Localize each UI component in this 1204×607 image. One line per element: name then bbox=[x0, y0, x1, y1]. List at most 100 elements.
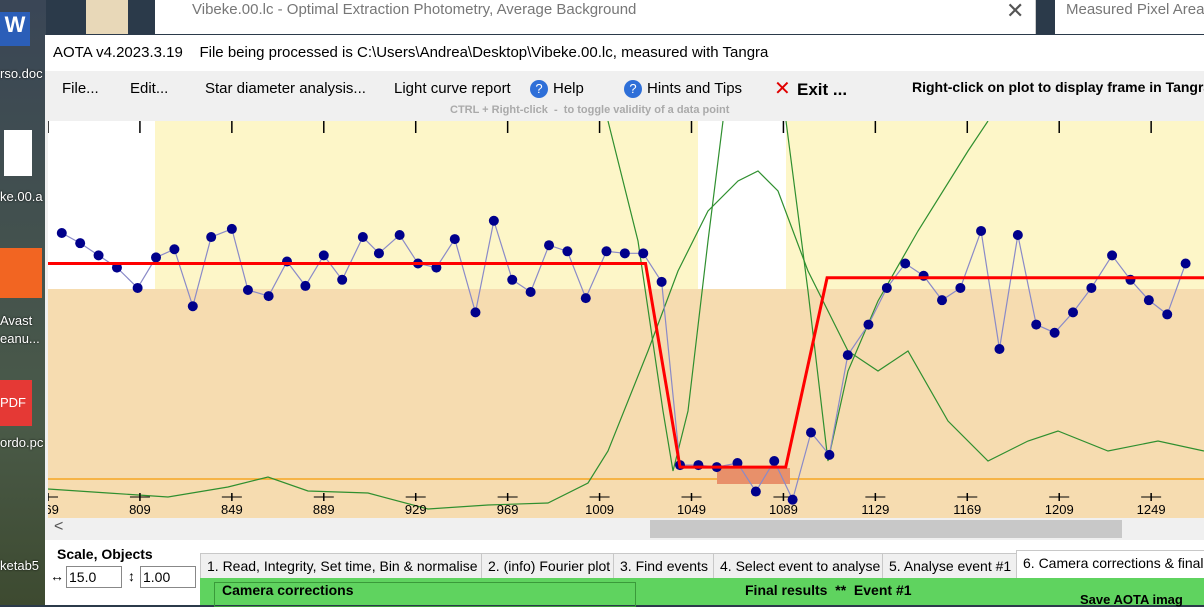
data-point bbox=[863, 319, 874, 330]
plot[interactable]: 769 809 849 889 929 969 1009 1049 1089 1129 1169 12… bbox=[48, 121, 1204, 518]
data-point bbox=[601, 246, 612, 257]
scroll-left[interactable]: < bbox=[54, 518, 64, 535]
x-tick-label: 809 bbox=[129, 502, 151, 517]
tab[interactable]: 5. Analyse event #1 bbox=[882, 553, 1019, 578]
spinner[interactable]: 1.00 bbox=[140, 566, 196, 588]
menu-item[interactable]: File... bbox=[62, 80, 99, 97]
data-point bbox=[242, 284, 253, 295]
scale-label: Scale, Objects bbox=[57, 546, 153, 562]
data-point bbox=[806, 427, 817, 438]
menu-item[interactable]: Hints and Tips bbox=[647, 80, 743, 97]
menu-item[interactable]: Exit ... bbox=[797, 80, 848, 99]
green-curve bbox=[607, 121, 724, 472]
data-point bbox=[470, 307, 481, 318]
data-point bbox=[656, 276, 667, 287]
data-point bbox=[394, 230, 405, 241]
x-tick-label: 1249 bbox=[1137, 502, 1166, 517]
x-tick-label: 1169 bbox=[953, 502, 981, 517]
plot-marks: 769 809 849 889 929 969 1009 1049 1089 1129 1169 12… bbox=[48, 121, 1204, 517]
spinner[interactable]: 15.0 bbox=[66, 566, 122, 588]
data-point bbox=[769, 455, 780, 466]
data-point bbox=[318, 250, 329, 261]
data-point bbox=[357, 232, 368, 243]
data-point bbox=[1031, 319, 1042, 330]
desktop-label[interactable]: ordo.pc bbox=[0, 435, 44, 450]
data-point bbox=[300, 280, 311, 291]
data-point bbox=[1012, 230, 1023, 241]
hint: Right-click on plot to display frame in … bbox=[912, 79, 1204, 95]
data-point bbox=[1049, 327, 1060, 338]
menu-item[interactable]: Star diameter analysis... bbox=[205, 80, 366, 97]
x-tick-label: 1009 bbox=[585, 502, 614, 517]
other-window bbox=[1055, 0, 1204, 34]
data-point bbox=[111, 262, 122, 273]
x-tick-label: 969 bbox=[497, 502, 519, 517]
data-point bbox=[169, 244, 180, 255]
data-point bbox=[93, 250, 104, 261]
band-white bbox=[48, 121, 155, 289]
data-point bbox=[1107, 250, 1118, 261]
data-point bbox=[842, 350, 853, 361]
group-title: Camera corrections bbox=[222, 582, 354, 598]
back-window-title: Vibeke.00.lc - Optimal Extraction Photom… bbox=[192, 1, 637, 18]
exit-icon: ✕ bbox=[774, 78, 791, 100]
data-point bbox=[732, 458, 743, 469]
x-tick-label: 1049 bbox=[677, 502, 706, 517]
file-icon[interactable] bbox=[4, 130, 32, 176]
data-point bbox=[151, 252, 162, 263]
data-point bbox=[881, 282, 892, 293]
x-tick-label: 889 bbox=[313, 502, 335, 517]
data-point bbox=[187, 301, 198, 312]
tab[interactable]: 2. (info) Fourier plot bbox=[481, 553, 618, 578]
green-curve bbox=[48, 170, 1204, 510]
tab[interactable]: 3. Find events bbox=[613, 553, 715, 578]
help-icon: ? bbox=[624, 80, 642, 98]
word-icon[interactable]: W bbox=[0, 12, 30, 46]
data-point bbox=[544, 240, 555, 251]
orange-bar bbox=[717, 468, 790, 484]
pdf-icon[interactable]: PDF bbox=[0, 380, 32, 426]
data-point bbox=[488, 215, 499, 226]
group-title: Final results ** Event #1 bbox=[745, 582, 912, 598]
data-point bbox=[1086, 282, 1097, 293]
data-point bbox=[1180, 258, 1191, 269]
data-point bbox=[750, 486, 761, 497]
desktop-label[interactable]: Avast bbox=[0, 313, 33, 328]
arrow-icon: ↔ bbox=[50, 568, 64, 584]
data-point bbox=[431, 262, 442, 273]
data-point bbox=[937, 295, 948, 306]
menu-item[interactable]: Light curve report bbox=[394, 80, 511, 97]
data-point bbox=[955, 282, 966, 293]
help-icon: ? bbox=[530, 80, 548, 98]
desktop-label[interactable]: ketab5 bbox=[0, 558, 40, 573]
data-point bbox=[507, 274, 518, 285]
data-point bbox=[56, 227, 67, 238]
desktop-label[interactable]: rso.doc bbox=[0, 66, 43, 81]
desktop-label[interactable]: ke.00.a bbox=[0, 189, 43, 204]
green-curve bbox=[785, 121, 989, 462]
tab[interactable]: 4. Select event to analyse bbox=[713, 553, 888, 578]
menu-item[interactable]: Help bbox=[553, 80, 584, 97]
menu-item[interactable]: Edit... bbox=[130, 80, 169, 97]
data-point bbox=[787, 494, 798, 505]
data-point bbox=[994, 344, 1005, 355]
data-point bbox=[900, 258, 911, 269]
tab-selected[interactable]: 6. Camera corrections & final ti bbox=[1016, 550, 1204, 578]
other-window-title: Measured Pixel Areas bbox=[1066, 1, 1204, 18]
save-label[interactable]: Save AOTA imag bbox=[1080, 592, 1183, 607]
tab[interactable]: 1. Read, Integrity, Set time, Bin & norm… bbox=[200, 553, 485, 578]
data-point bbox=[562, 246, 573, 257]
avast-icon[interactable] bbox=[0, 248, 42, 298]
data-point bbox=[206, 232, 217, 243]
folder-icon bbox=[86, 0, 128, 34]
data-point bbox=[976, 225, 987, 236]
close-button[interactable]: ✕ bbox=[1006, 0, 1025, 23]
x-tick-label: 1129 bbox=[861, 502, 889, 517]
arrow-icon: ↕ bbox=[128, 568, 135, 584]
data-point bbox=[1143, 295, 1154, 306]
scroll-thumb[interactable] bbox=[650, 520, 1122, 538]
data-point bbox=[75, 238, 86, 249]
desktop-label[interactable]: eanu... bbox=[0, 331, 40, 346]
data-point bbox=[525, 287, 536, 298]
